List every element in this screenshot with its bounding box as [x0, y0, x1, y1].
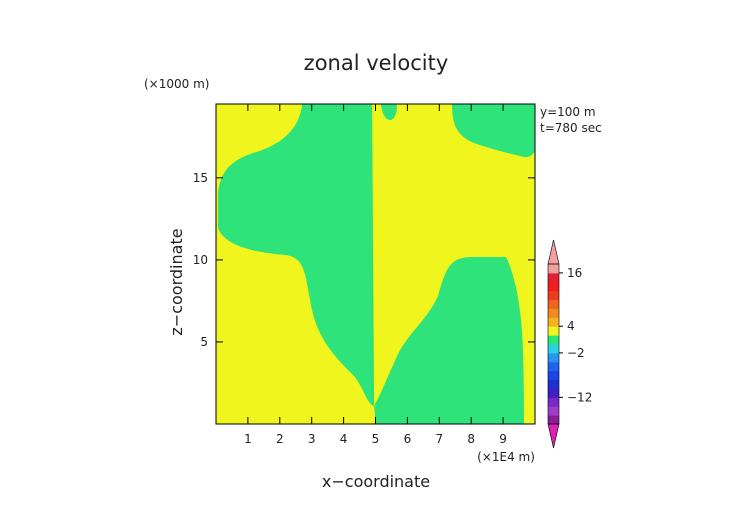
x-axis-ticks: 1 2 3 4 5 6 7 8 9	[244, 104, 507, 446]
colorbar-swatch	[548, 290, 559, 301]
x-tick-label: 9	[499, 432, 507, 446]
negative-region-top-right	[452, 104, 535, 158]
y-axis-label: z−coordinate	[167, 228, 186, 335]
colorbar-swatch	[548, 344, 559, 354]
colorbar-swatch	[548, 335, 559, 345]
y-unit-label: (×1000 m)	[144, 77, 209, 91]
x-tick-label: 2	[276, 432, 284, 446]
colorbar-swatch	[548, 388, 559, 398]
x-tick-label: 6	[404, 432, 412, 446]
colorbar-swatch	[548, 379, 559, 389]
colorbar-swatch	[548, 281, 559, 292]
colorbar: 16 4 −2 −12	[547, 239, 592, 449]
colorbar-max-arrow	[547, 239, 560, 265]
colorbar-frame	[547, 263, 560, 425]
colorbar-swatch	[548, 308, 559, 318]
x-unit-label: (×1E4 m)	[477, 450, 535, 464]
x-tick-label: 4	[340, 432, 348, 446]
colorbar-tick-label: −2	[567, 346, 585, 360]
colorbar-swatch	[548, 406, 559, 416]
y-tick-label: 10	[193, 253, 208, 267]
colorbar-swatch	[548, 361, 559, 372]
x-tick-label: 7	[435, 432, 443, 446]
y-tick-label: 5	[200, 335, 208, 349]
colorbar-swatch	[548, 299, 559, 309]
x-axis-label: x−coordinate	[322, 472, 430, 491]
negative-region-right	[374, 257, 524, 424]
x-tick-label: 8	[467, 432, 475, 446]
colorbar-swatch	[548, 326, 559, 336]
x-tick-label: 1	[244, 432, 252, 446]
colorbar-tick-label: 16	[567, 266, 582, 280]
plot-area	[216, 104, 535, 424]
colorbar-swatch	[548, 397, 559, 407]
x-tick-label: 5	[372, 432, 380, 446]
colorbar-tick-label: 4	[567, 319, 575, 333]
y-tick-label: 15	[193, 171, 208, 185]
colorbar-swatch	[548, 415, 559, 425]
colorbar-swatch	[548, 317, 559, 327]
annotation-t: t=780 sec	[540, 121, 602, 135]
colorbar-min-arrow	[547, 423, 560, 449]
negative-region-top	[381, 104, 397, 120]
x-tick-label: 3	[308, 432, 316, 446]
y-axis-ticks: 5 10 15	[193, 171, 535, 349]
negative-region-left	[218, 104, 374, 406]
colorbar-swatch	[548, 352, 559, 363]
colorbar-swatch	[548, 272, 559, 283]
chart-title: zonal velocity	[304, 51, 449, 75]
colorbar-swatch	[548, 370, 559, 381]
colorbar-tick-label: −12	[567, 390, 592, 404]
colorbar-swatch	[548, 264, 559, 274]
annotation-y: y=100 m	[540, 105, 596, 119]
